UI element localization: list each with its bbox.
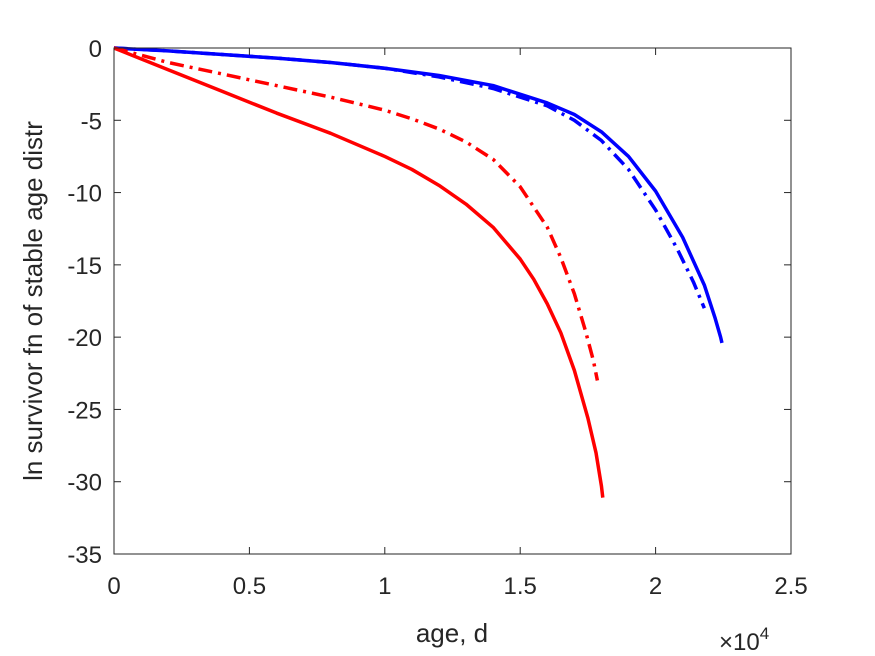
x-multiplier-exponent: 4 (760, 624, 769, 643)
x-tick-label: 1.5 (504, 573, 537, 600)
y-tick-label: -25 (67, 397, 102, 424)
x-axis-label: age, d (416, 618, 488, 648)
y-tick-label: -30 (67, 470, 102, 497)
x-tick-label: 0 (107, 573, 120, 600)
series-line-4 (113, 46, 600, 381)
series-line-3 (113, 46, 605, 498)
y-tick-label: -5 (81, 108, 102, 135)
x-multiplier-base: ×10 (719, 629, 760, 656)
series-line-2 (113, 46, 706, 309)
y-tick-label: -10 (67, 181, 102, 208)
x-tick-label: 2.5 (774, 573, 807, 600)
axes-box (113, 47, 792, 555)
x-axis-multiplier: ×104 (719, 624, 769, 656)
plot-area (114, 48, 791, 554)
y-axis-label: ln survivor fn of stable age distr (18, 121, 48, 481)
x-tick-label: 1 (378, 573, 391, 600)
y-tick-label: 0 (89, 36, 102, 63)
tick-layer: 0 0.5 1 1.5 2 2.5 0 -5 -10 -15 -20 -25 -30 -35 (67, 36, 807, 600)
series-layer (113, 46, 724, 498)
x-tick-label: 2 (649, 573, 662, 600)
y-tick-label: -15 (67, 253, 102, 280)
x-tick-label: 0.5 (233, 573, 266, 600)
y-tick-label: -35 (67, 542, 102, 569)
y-tick-label: -20 (67, 325, 102, 352)
